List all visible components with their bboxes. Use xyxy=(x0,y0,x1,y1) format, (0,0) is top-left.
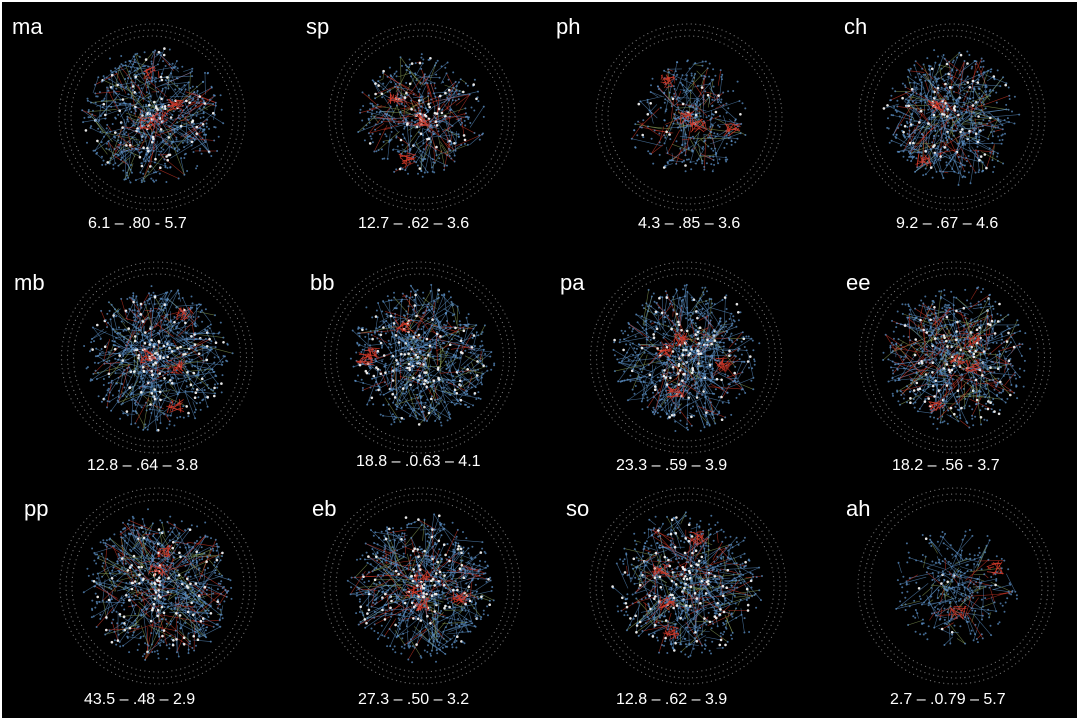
panel-pp: pp 43.5 – .48 – 2.9 xyxy=(2,478,270,716)
panel-label: mb xyxy=(14,270,45,295)
network-graph-so xyxy=(589,487,787,685)
network-graph-sp xyxy=(328,23,516,211)
panel-ph: ph 4.3 – .85 – 3.6 xyxy=(538,2,806,240)
panel-stats: 12.7 – .62 – 3.6 xyxy=(358,215,470,232)
panel-so: so 12.8 – .62 – 3.9 xyxy=(538,478,806,716)
panel-ee: ee 18.2 – .56 - 3.7 xyxy=(806,240,1074,478)
network-graph-eb xyxy=(323,487,521,685)
panel-label: ah xyxy=(846,496,871,521)
network-graph-mb xyxy=(60,261,254,454)
network-graph-ee xyxy=(858,261,1052,454)
network-graph-ch xyxy=(858,23,1046,211)
panel-stats: 6.1 – .80 - 5.7 xyxy=(88,215,187,232)
network-graph-ph xyxy=(595,23,783,211)
panel-eb: eb 27.3 – .50 – 3.2 xyxy=(270,478,538,716)
panel-stats: 27.3 – .50 – 3.2 xyxy=(358,691,470,708)
panel-label: sp xyxy=(306,14,330,39)
panel-label: bb xyxy=(310,270,335,295)
network-graph-pp xyxy=(59,487,257,685)
panel-label: ma xyxy=(12,14,43,39)
panel-stats: 9.2 – .67 – 4.6 xyxy=(896,215,999,232)
panel-label: ee xyxy=(846,270,871,295)
panel-pa: pa 23.3 – .59 – 3.9 xyxy=(538,240,806,478)
panel-label: ph xyxy=(556,14,581,39)
panel-label: ch xyxy=(844,14,868,39)
network-graph-bb xyxy=(323,261,517,454)
panel-ah: ah 2.7 – .0.79 – 5.7 xyxy=(806,478,1074,716)
panel-stats: 18.2 – .56 - 3.7 xyxy=(892,457,1000,474)
panel-bb: bb 18.8 – .0.63 – 4.1 xyxy=(270,240,538,478)
panel-ma: ma 6.1 – .80 - 5.7 xyxy=(2,2,270,240)
panel-mb: mb 12.8 – .64 – 3.8 xyxy=(2,240,270,478)
panel-label: pa xyxy=(560,270,585,295)
panel-stats: 12.8 – .62 – 3.9 xyxy=(616,691,728,708)
panel-stats: 18.8 – .0.63 – 4.1 xyxy=(356,453,481,470)
panel-stats: 23.3 – .59 – 3.9 xyxy=(616,457,728,474)
panel-stats: 2.7 – .0.79 – 5.7 xyxy=(890,691,1006,708)
panel-stats: 4.3 – .85 – 3.6 xyxy=(638,215,741,232)
panel-label: pp xyxy=(24,496,49,521)
panel-sp: sp 12.7 – .62 – 3.6 xyxy=(270,2,538,240)
panel-stats: 12.8 – .64 – 3.8 xyxy=(87,457,199,474)
panel-label: so xyxy=(566,496,590,521)
network-graph-ma xyxy=(58,23,246,211)
network-graph-ah xyxy=(857,487,1055,685)
panel-label: eb xyxy=(312,496,337,521)
panel-stats: 43.5 – .48 – 2.9 xyxy=(84,691,196,708)
network-graph-pa xyxy=(589,261,783,454)
panel-ch: ch 9.2 – .67 – 4.6 xyxy=(806,2,1074,240)
